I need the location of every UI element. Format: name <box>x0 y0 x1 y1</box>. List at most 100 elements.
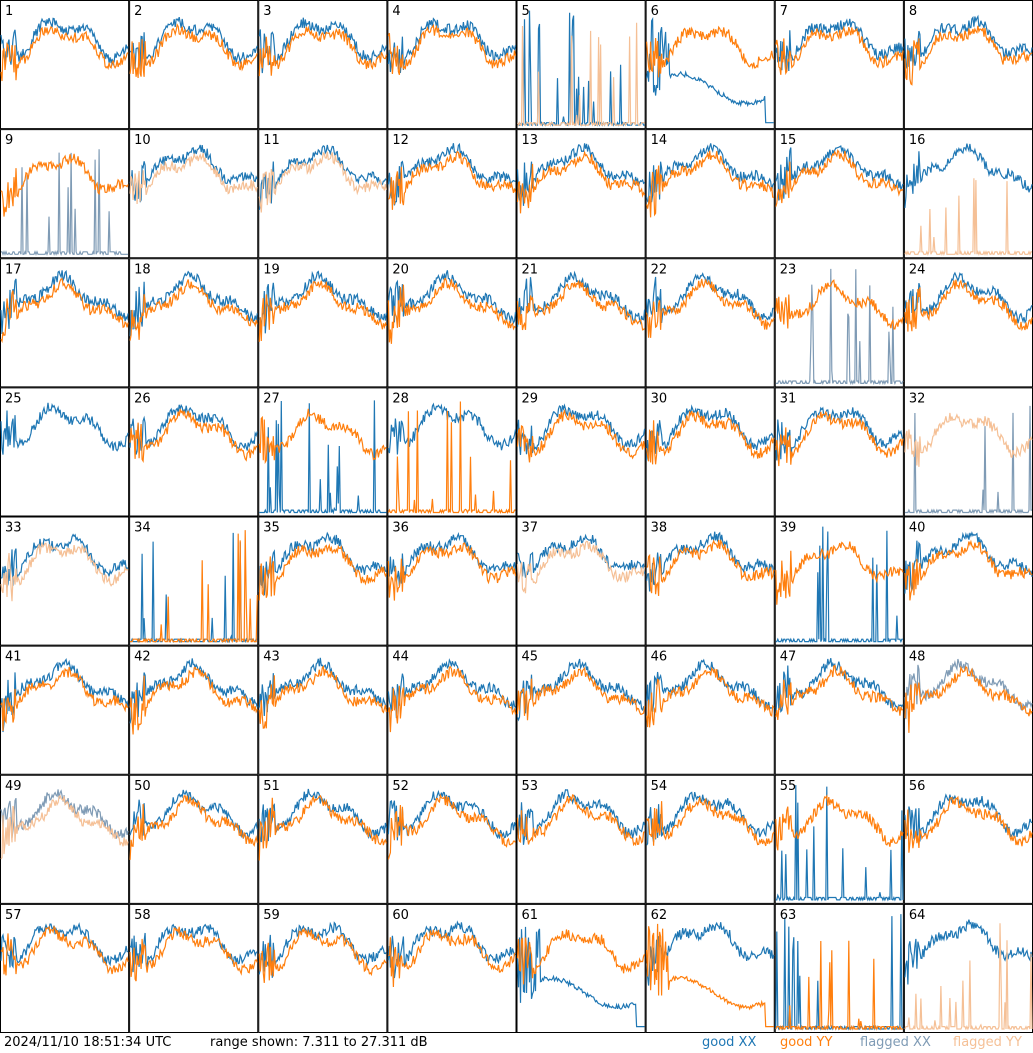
series-yy-line <box>646 410 775 465</box>
panel-label: 18 <box>134 262 151 277</box>
panel-label: 45 <box>522 650 539 665</box>
panel-frame <box>516 0 646 130</box>
series-xx-line <box>775 268 904 385</box>
panel-42: 42 <box>129 645 259 775</box>
series-yy-line <box>775 664 904 720</box>
series-yy-line <box>258 927 387 983</box>
panel-frame <box>258 516 388 646</box>
panel-label: 27 <box>263 391 280 406</box>
panel-frame <box>774 903 904 1033</box>
series-yy-line <box>258 408 387 465</box>
series-yy-line <box>516 666 646 721</box>
series-xx-line <box>387 17 517 73</box>
series-yy-line <box>904 178 1032 256</box>
panel-15: 15 <box>774 129 904 259</box>
series-xx-line <box>517 533 646 578</box>
series-xx-line <box>775 145 904 201</box>
panel-label: 39 <box>780 521 797 536</box>
series-xx-line <box>0 402 129 455</box>
series-xx-line <box>387 270 517 325</box>
panel-frame <box>387 129 517 259</box>
panel-16: 16 <box>903 129 1033 259</box>
panel-40: 40 <box>903 516 1033 646</box>
series-yy-line <box>904 539 1033 601</box>
series-xx-line <box>904 919 1033 985</box>
panel-55: 55 <box>774 774 904 904</box>
panel-frame <box>645 387 775 517</box>
panel-label: 7 <box>780 4 788 19</box>
panel-63: 63 <box>774 903 904 1033</box>
panel-label: 64 <box>909 908 926 923</box>
panel-label: 17 <box>5 262 22 277</box>
legend-good-yy: good YY <box>780 1035 833 1050</box>
panel-frame <box>774 645 904 775</box>
panel-label: 2 <box>134 4 142 19</box>
series-xx-line <box>129 658 258 724</box>
series-yy-line <box>0 925 129 976</box>
panel-14: 14 <box>645 129 775 259</box>
panel-label: 24 <box>909 262 926 277</box>
panel-label: 9 <box>5 133 13 148</box>
series-yy-line <box>775 794 904 851</box>
series-xx-line <box>516 403 646 455</box>
series-yy-line <box>904 795 1033 853</box>
panel-label: 5 <box>522 4 530 19</box>
panel-8: 8 <box>903 0 1033 130</box>
series-xx-line <box>0 922 129 969</box>
panel-43: 43 <box>258 645 388 775</box>
panel-12: 12 <box>387 129 517 259</box>
panel-label: 36 <box>392 521 409 536</box>
panel-frame <box>129 129 259 259</box>
panel-frame <box>0 129 130 259</box>
panel-5: 5 <box>516 0 646 130</box>
series-yy-line <box>387 23 517 75</box>
panel-frame <box>258 774 388 904</box>
series-xx-line <box>258 531 387 596</box>
panel-label: 42 <box>134 650 151 665</box>
series-yy-line <box>258 151 387 213</box>
panel-frame <box>774 129 904 259</box>
panel-45: 45 <box>516 645 646 775</box>
panel-label: 61 <box>522 908 539 923</box>
panel-frame <box>516 387 646 517</box>
panel-30: 30 <box>645 387 775 517</box>
panel-22: 22 <box>645 258 775 388</box>
panel-35: 35 <box>258 516 388 646</box>
series-xx-line <box>775 526 903 644</box>
panel-label: 47 <box>780 650 797 665</box>
panel-1: 1 <box>0 0 130 130</box>
series-xx-line <box>516 143 646 206</box>
panel-label: 4 <box>392 4 400 19</box>
panel-label: 20 <box>392 262 409 277</box>
range-label: range shown: 7.311 to 27.311 dB <box>210 1035 428 1050</box>
panel-label: 34 <box>134 521 151 536</box>
panel-62: 62 <box>645 903 775 1033</box>
series-yy-line <box>904 25 1033 86</box>
series-yy-line <box>516 794 645 847</box>
panel-frame <box>387 774 517 904</box>
panel-label: 41 <box>5 650 22 665</box>
panel-frame <box>516 774 646 904</box>
panel-frame <box>0 0 130 130</box>
panel-label: 56 <box>909 779 926 794</box>
panel-label: 31 <box>780 391 797 406</box>
series-xx-line <box>904 271 1033 324</box>
series-xx-line <box>775 914 904 1031</box>
panel-frame <box>774 0 904 130</box>
series-yy-line <box>129 409 258 463</box>
panel-frame <box>0 774 130 904</box>
series-yy-line <box>516 540 646 594</box>
panel-label: 3 <box>263 4 271 19</box>
panel-frame <box>387 387 517 517</box>
series-yy-line <box>129 926 258 982</box>
series-yy-line <box>904 665 1033 733</box>
series-xx-line <box>904 405 1032 515</box>
panel-frame <box>129 774 259 904</box>
panel-frame <box>387 645 517 775</box>
series-yy-line <box>516 280 646 331</box>
panel-6: 6 <box>645 0 775 130</box>
series-xx-line <box>516 10 645 127</box>
panel-label: 29 <box>522 391 539 406</box>
panel-frame <box>258 903 388 1033</box>
panel-34: 34 <box>129 516 259 646</box>
